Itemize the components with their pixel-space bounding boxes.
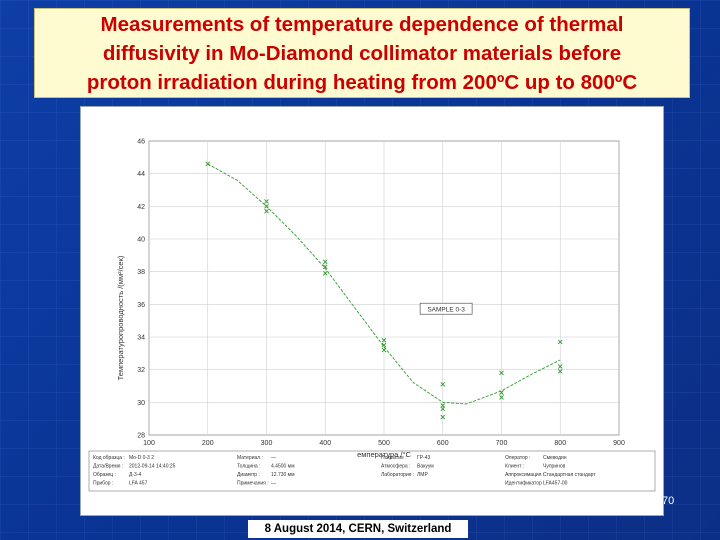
- data-point: [499, 390, 504, 395]
- y-tick-label: 28: [137, 433, 145, 440]
- thermal-diffusivity-chart: 100 200 300 400 500 600 700 800 900 28 30 32 34 36 38 4…: [88, 139, 656, 492]
- footer-box: 8 August 2014, CERN, Switzerland: [248, 520, 468, 538]
- info-cell: Вакуум: [417, 464, 434, 470]
- info-panel: [88, 450, 656, 492]
- y-tick-label: 32: [137, 367, 145, 374]
- x-tick-label: 900: [613, 440, 625, 447]
- data-point: [381, 337, 387, 343]
- info-cell: Стандартная стандарт: [543, 472, 596, 478]
- info-cell: Смеводин: [543, 455, 567, 461]
- info-cell: Аппроксимация :: [505, 472, 544, 478]
- data-point: [322, 259, 328, 265]
- x-tick-label: 200: [202, 440, 214, 447]
- data-point: [499, 395, 504, 400]
- page-number: 70: [662, 495, 675, 507]
- y-tick-label: 46: [137, 139, 145, 146]
- info-cell: —: [271, 455, 276, 461]
- data-point: [322, 270, 328, 276]
- info-cell: Чупринов: [543, 464, 566, 470]
- info-cell: Дата/Время :: [93, 464, 123, 470]
- info-cell: LFA 457: [129, 481, 148, 487]
- data-point: [264, 204, 269, 209]
- info-cell: Прибор :: [93, 481, 113, 487]
- data-point: [440, 406, 446, 412]
- info-cell: 2012-09-14 14:40:25: [129, 464, 176, 470]
- x-tick-label: 700: [496, 440, 508, 447]
- info-cell: ЛМР: [417, 472, 428, 478]
- y-tick-label: 36: [137, 302, 145, 309]
- info-cell: ГР-43: [417, 455, 430, 461]
- x-tick-label: 600: [437, 440, 449, 447]
- data-point: [322, 264, 328, 270]
- info-cell: Диаметр :: [237, 472, 260, 478]
- data-point: [205, 161, 211, 167]
- y-tick-label: 38: [137, 269, 145, 276]
- y-tick-label: 30: [137, 400, 145, 407]
- x-tick-label: 300: [261, 440, 273, 447]
- data-point: [557, 339, 563, 345]
- info-cell: —: [271, 481, 276, 487]
- info-cell: Mo-D 0-3 2: [129, 455, 154, 461]
- x-tick-label: 100: [143, 440, 155, 447]
- info-cell: Клиент :: [505, 464, 524, 470]
- chart-panel: 100 200 300 400 500 600 700 800 900 28 30 32 34 36 38 4…: [80, 106, 664, 516]
- y-tick-label: 40: [137, 237, 145, 244]
- info-cell: Материал :: [237, 455, 263, 461]
- data-point: [557, 364, 563, 369]
- info-cell: 4.4500 мм: [271, 464, 295, 470]
- slide-title-box: Measurements of temperature dependence o…: [34, 8, 690, 98]
- info-cell: Оператор :: [505, 455, 530, 461]
- x-tick-label: 800: [554, 440, 566, 447]
- data-point: [440, 414, 446, 420]
- info-cell: 12.730 мм: [271, 472, 295, 478]
- data-point: [264, 199, 269, 204]
- annotation-box: [419, 302, 473, 315]
- info-cell: LFA457-00: [543, 481, 568, 487]
- info-cell: Образец :: [93, 472, 116, 478]
- data-point: [557, 368, 563, 374]
- y-axis-label: Температуропроводность /(мм²/сек): [116, 255, 125, 380]
- data-point: [440, 382, 446, 387]
- data-point: [499, 370, 504, 376]
- info-cell: Толщина :: [237, 464, 260, 470]
- annotation-label: SAMPLE 0-3: [427, 307, 465, 314]
- info-cell: Атмосфера :: [381, 464, 410, 470]
- info-cell: Примечания :: [237, 481, 269, 487]
- x-tick-label: 500: [378, 440, 390, 447]
- info-cell: Покрытие :: [381, 455, 407, 461]
- info-cell: Лаборатория :: [381, 472, 414, 478]
- y-tick-label: 44: [137, 171, 145, 178]
- info-cell: Идентификатор :: [505, 481, 545, 487]
- info-cell: Д-3-4: [129, 472, 141, 478]
- data-point: [381, 342, 387, 348]
- x-axis-label: емпература /°C: [357, 450, 411, 459]
- y-tick-label: 42: [137, 204, 145, 211]
- data-point: [381, 347, 387, 353]
- data-point: [264, 208, 269, 214]
- y-tick-label: 34: [137, 335, 145, 342]
- info-cell: Код образца :: [93, 455, 125, 461]
- footer-text: 8 August 2014, CERN, Switzerland: [264, 523, 452, 535]
- x-tick-label: 400: [319, 440, 331, 447]
- slide-title: Measurements of temperature dependence o…: [86, 12, 638, 94]
